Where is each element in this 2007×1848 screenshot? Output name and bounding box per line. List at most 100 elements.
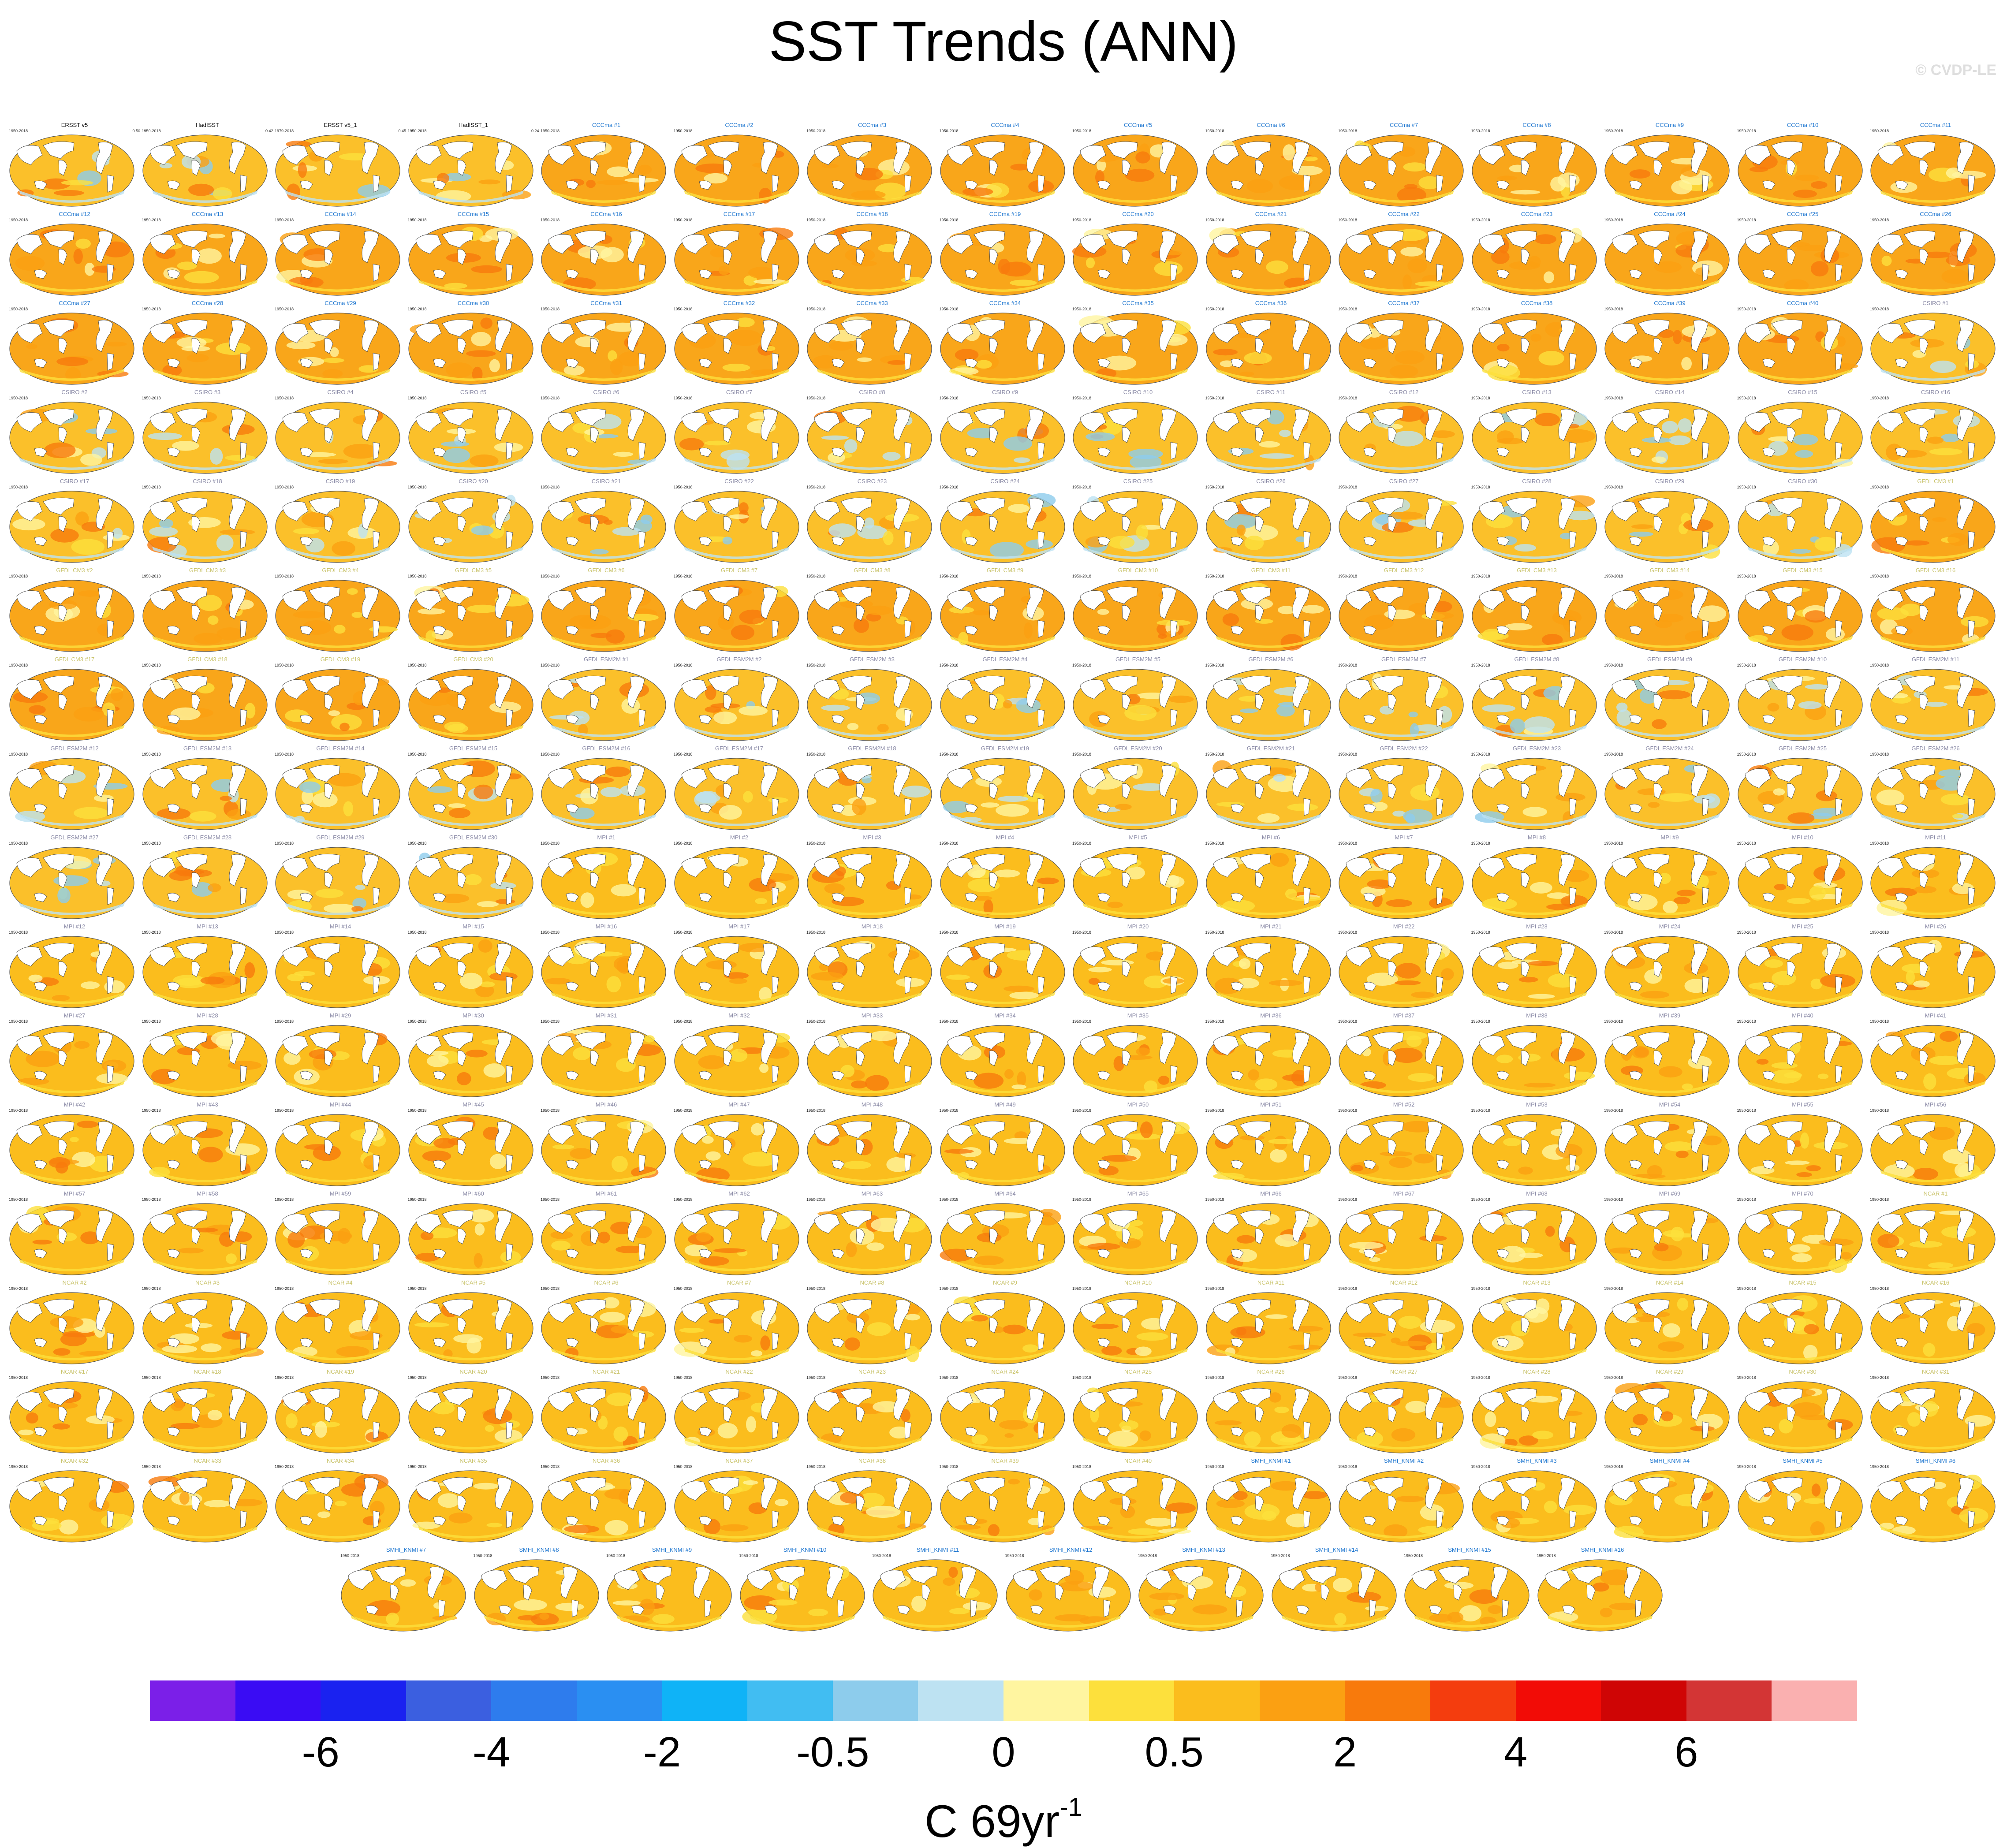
ocean-trend-map (1005, 1559, 1131, 1632)
panel-title: MPI #6 (1261, 834, 1280, 841)
map-panel: CCCma #15 1950-2018 (407, 211, 540, 299)
panel-title: NCAR #37 (725, 1457, 753, 1464)
ocean-trend-map (1339, 1203, 1464, 1275)
continent-landmass (1346, 412, 1372, 432)
panel-title: MPI #27 (63, 1012, 86, 1019)
trend-patch (1268, 980, 1302, 986)
trend-patch (1408, 712, 1418, 718)
panel-title: CSIRO #28 (1522, 478, 1552, 484)
ocean-trend-map (1604, 669, 1730, 741)
ocean-trend-map (1537, 1559, 1663, 1632)
panel-period: 1950-2018 (541, 1464, 560, 1469)
continent-landmass (1159, 409, 1177, 441)
trend-patch (1135, 151, 1150, 164)
continent-landmass (893, 320, 911, 352)
map-panel: CSIRO #3 1950-2018 (141, 389, 274, 477)
southern-ocean-band (152, 725, 258, 737)
continent-landmass (707, 230, 739, 248)
trend-patch (695, 163, 731, 173)
trend-patch (1488, 1605, 1503, 1614)
trend-patch (1262, 1511, 1276, 1521)
panel-period: 1950-2018 (806, 574, 826, 578)
continent-landmass (1097, 269, 1111, 279)
panel-period: 1950-2018 (1205, 752, 1224, 756)
continent-landmass (1292, 587, 1309, 619)
continent-landmass (1026, 498, 1044, 530)
trend-patch (328, 773, 362, 787)
panel-period: 1950-2018 (407, 218, 427, 222)
continent-landmass (893, 587, 911, 619)
panel-period: 1950-2018 (1072, 129, 1092, 133)
continent-landmass (433, 447, 446, 457)
panel-period: 1950-2018 (1205, 1286, 1224, 1291)
map-panel: NCAR #26 1950-2018 (1205, 1368, 1338, 1457)
map-panel: MPI #5 1950-2018 (1071, 834, 1205, 922)
trend-patch (852, 798, 866, 816)
panel-period: 1950-2018 (1072, 1286, 1092, 1291)
ocean-trend-map (1471, 580, 1597, 652)
figure-title: SST Trends (ANN) (768, 10, 1239, 73)
trend-patch (1248, 1069, 1259, 1080)
trend-patch (489, 1154, 506, 1169)
continent-landmass (590, 516, 599, 532)
panel-period: 1950-2018 (1072, 1108, 1092, 1113)
southern-ocean-band (1747, 279, 1853, 292)
panel-period: 1950-2018 (1471, 1375, 1490, 1380)
continent-landmass (1762, 715, 1775, 724)
continent-landmass (1629, 447, 1642, 457)
trend-patch (988, 1524, 1000, 1537)
panel-period: 1950-2018 (541, 485, 560, 489)
panel-title: CCCma #8 (1522, 122, 1551, 128)
panel-title: GFDL ESM2M #24 (1645, 745, 1694, 752)
map-panel: NCAR #14 1950-2018 (1603, 1279, 1736, 1367)
trend-patch (322, 369, 343, 378)
panel-period: 1950-2018 (939, 1108, 959, 1113)
southern-ocean-band (1215, 725, 1321, 737)
trend-patch (188, 183, 214, 196)
map-panel: MPI #64 1950-2018 (939, 1190, 1072, 1278)
southern-ocean-band (1880, 369, 1986, 381)
ocean-trend-map (142, 847, 268, 919)
trend-patch (1529, 882, 1552, 894)
trend-patch (469, 454, 499, 467)
ocean-trend-map (142, 491, 268, 563)
ocean-trend-map (1604, 313, 1730, 385)
continent-landmass (1558, 676, 1575, 708)
map-panel: NCAR #31 1950-2018 (1869, 1368, 2002, 1457)
continent-landmass (1255, 249, 1264, 265)
panel-title: CCCma #21 (1255, 211, 1287, 217)
trend-patch (1909, 1241, 1943, 1248)
map-panel: GFDL CM3 #3 1950-2018 (141, 567, 274, 655)
trend-patch (1350, 1165, 1364, 1172)
continent-landmass (627, 765, 645, 797)
map-panel: GFDL ESM2M #30 1950-2018 (407, 834, 540, 922)
southern-ocean-band (551, 814, 657, 826)
trend-patch (586, 179, 596, 188)
ocean-trend-map (1073, 1025, 1198, 1097)
continent-landmass (149, 145, 176, 165)
panel-title: SMHI_KNMI #10 (783, 1546, 827, 1553)
continent-landmass (1521, 427, 1529, 443)
ocean-trend-map (275, 1381, 400, 1453)
panel-period: 1950-2018 (142, 1019, 161, 1024)
continent-landmass (1835, 353, 1842, 371)
continent-landmass (373, 531, 380, 549)
panel-title: NCAR #29 (1656, 1368, 1684, 1375)
ocean-trend-map (9, 1025, 134, 1097)
panel-title: GFDL ESM2M #28 (183, 834, 232, 841)
trend-patch (478, 179, 500, 185)
map-panel: MPI #35 1950-2018 (1071, 1012, 1205, 1100)
panel-title: CSIRO #13 (1522, 389, 1552, 395)
ocean-trend-map (807, 936, 932, 1008)
panel-period: 1950-2018 (142, 1375, 161, 1380)
trend-patch (78, 590, 102, 597)
panel-title: MPI #24 (1659, 923, 1681, 930)
continent-landmass (1505, 141, 1537, 159)
trend-patch (977, 1233, 1002, 1243)
trend-patch (1523, 716, 1555, 733)
map-panel: GFDL ESM2M #2 1950-2018 (673, 656, 806, 744)
continent-landmass (1612, 412, 1638, 432)
trend-patch (701, 1136, 714, 1144)
southern-ocean-band (285, 279, 391, 292)
panel-title: MPI #20 (1127, 923, 1149, 930)
